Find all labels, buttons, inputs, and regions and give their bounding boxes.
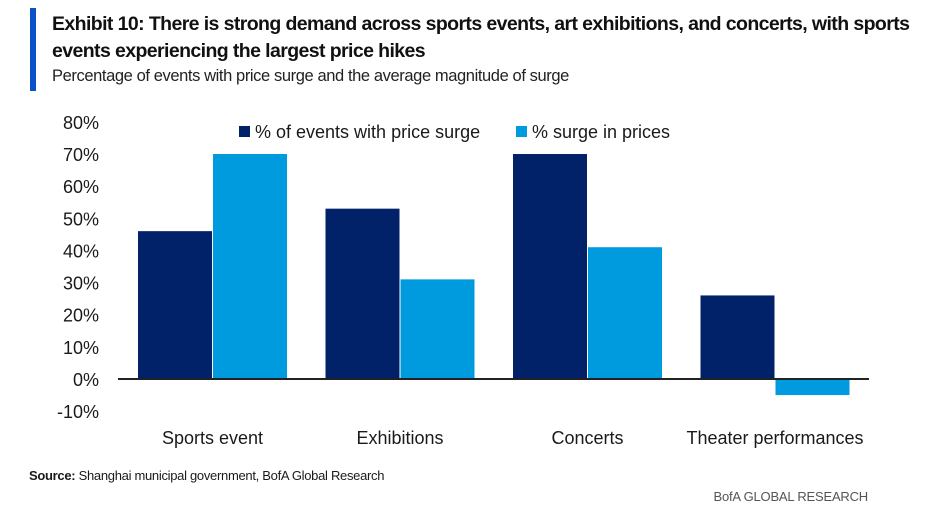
source-text: Shanghai municipal government, BofA Glob… — [75, 468, 385, 483]
source-label: Source: — [29, 468, 76, 483]
y-tick-label: 50% — [63, 209, 99, 229]
y-tick-label: 80% — [63, 113, 99, 133]
y-tick-label: 30% — [63, 274, 99, 294]
y-tick-label: 0% — [73, 370, 99, 390]
exhibit-subtitle: Percentage of events with price surge an… — [52, 67, 569, 85]
category-labels: Sports event Exhibitions Concerts Theater p… — [162, 428, 864, 448]
y-axis-ticks: 80% 70% 60% 50% 40% 30% 20% 10% 0% -10% — [57, 113, 99, 422]
legend-swatch-surge-in-prices — [516, 126, 527, 137]
bar-sports-event-events-with-surge — [138, 231, 212, 379]
legend-label-events-with-surge: % of events with price surge — [255, 122, 480, 142]
y-tick-label: 40% — [63, 241, 99, 261]
bars — [138, 154, 850, 396]
category-label-concerts: Concerts — [551, 428, 623, 448]
bar-exhibitions-events-with-surge — [325, 208, 400, 379]
legend: % of events with price surge % surge in p… — [239, 122, 670, 142]
bar-theater-performances-events-with-surge — [700, 295, 775, 379]
bar-exhibitions-surge-in-prices — [400, 279, 475, 379]
legend-swatch-events-with-surge — [239, 126, 250, 137]
exhibit-title: Exhibit 10: There is strong demand acros… — [52, 13, 910, 62]
y-tick-label: 70% — [63, 145, 99, 165]
category-label-sports-event: Sports event — [162, 428, 263, 448]
y-tick-label: 20% — [63, 306, 99, 326]
source-note: Source: Shanghai municipal government, B… — [29, 468, 384, 483]
y-tick-label: 60% — [63, 177, 99, 197]
legend-label-surge-in-prices: % surge in prices — [532, 122, 670, 142]
brand-footer: BofA GLOBAL RESEARCH — [713, 489, 869, 504]
accent-bar — [30, 8, 36, 91]
y-tick-label: 10% — [63, 338, 99, 358]
category-label-theater-performances: Theater performances — [686, 428, 863, 448]
bar-concerts-events-with-surge — [513, 154, 587, 379]
category-label-exhibitions: Exhibitions — [356, 428, 443, 448]
bar-sports-event-surge-in-prices — [213, 154, 287, 379]
bar-concerts-surge-in-prices — [588, 247, 662, 379]
y-tick-label: -10% — [57, 402, 99, 422]
bar-theater-performances-surge-in-prices — [775, 379, 850, 396]
